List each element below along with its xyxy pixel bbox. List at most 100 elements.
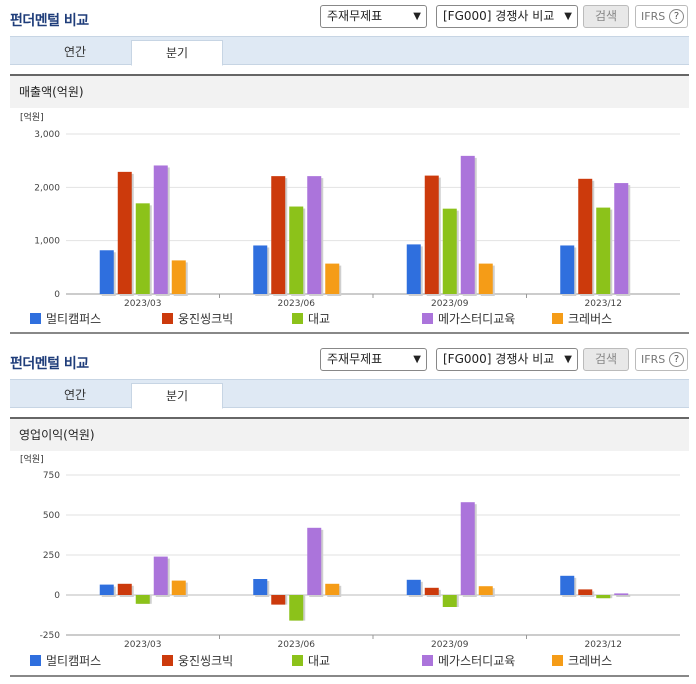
bar[interactable] <box>460 502 475 595</box>
bar[interactable] <box>578 589 593 595</box>
bar[interactable] <box>135 595 150 604</box>
statement-type-select[interactable]: 주재무제표 ▼ <box>320 348 427 371</box>
chevron-down-icon: ▼ <box>413 354 421 365</box>
bar[interactable] <box>153 556 168 595</box>
tab-annual[interactable]: 연간 <box>63 388 87 402</box>
bar[interactable] <box>442 208 457 294</box>
select-value: [FG000] 경쟁사 비교 <box>443 352 555 366</box>
bar[interactable] <box>442 595 457 607</box>
divider <box>10 675 689 677</box>
ifrs-help-button[interactable]: IFRS? <box>635 348 688 371</box>
legend-swatch <box>552 655 563 666</box>
x-tick-label: 2023/03 <box>124 640 161 650</box>
bar[interactable] <box>614 593 629 595</box>
help-icon: ? <box>669 352 684 367</box>
bar[interactable] <box>578 178 593 294</box>
bar-shadow <box>616 595 631 597</box>
bar[interactable] <box>596 207 611 294</box>
y-tick-label: 750 <box>43 471 60 481</box>
legend-label: 멀티캠퍼스 <box>46 312 102 326</box>
chart-container: 영업이익(억원) <box>10 417 689 451</box>
legend-item[interactable]: 대교 <box>292 652 330 669</box>
x-tick-label: 2023/12 <box>585 640 622 650</box>
chevron-down-icon: ▼ <box>564 354 572 365</box>
bar[interactable] <box>460 155 475 294</box>
bar[interactable] <box>253 245 268 294</box>
legend-label: 웅진씽크빅 <box>178 312 234 326</box>
tab-annual[interactable]: 연간 <box>63 45 87 59</box>
peer-group-select[interactable]: [FG000] 경쟁사 비교 ▼ <box>436 5 578 28</box>
bar[interactable] <box>478 586 493 595</box>
tab-quarterly[interactable]: 분기 <box>131 383 223 409</box>
legend-item[interactable]: 크레버스 <box>552 652 612 669</box>
legend-label: 크레버스 <box>568 312 613 326</box>
bar[interactable] <box>307 527 322 595</box>
legend-item[interactable]: 메가스터디교육 <box>422 652 515 669</box>
legend-item[interactable]: 멀티캠퍼스 <box>30 652 101 669</box>
ifrs-label: IFRS <box>641 10 666 23</box>
bar[interactable] <box>406 244 421 294</box>
bar[interactable] <box>424 175 439 294</box>
bar[interactable] <box>307 176 322 294</box>
bar[interactable] <box>117 583 132 595</box>
y-tick-label: 1,000 <box>34 237 60 247</box>
peer-group-select[interactable]: [FG000] 경쟁사 비교 ▼ <box>436 348 578 371</box>
period-tabs: 연간 분기 <box>10 36 689 66</box>
legend-item[interactable]: 대교 <box>292 310 330 327</box>
legend-item[interactable]: 웅진씽크빅 <box>162 310 233 327</box>
y-tick-label: 3,000 <box>34 130 60 140</box>
legend-swatch <box>30 313 41 324</box>
y-unit-label: [억원] <box>20 453 44 465</box>
help-icon: ? <box>669 9 684 24</box>
legend-item[interactable]: 멀티캠퍼스 <box>30 310 101 327</box>
search-button[interactable]: 검색 <box>583 5 629 28</box>
bar[interactable] <box>614 183 629 294</box>
y-tick-label: -250 <box>40 631 61 641</box>
bar[interactable] <box>560 245 575 294</box>
legend-swatch <box>422 313 433 324</box>
statement-type-select[interactable]: 주재무제표 ▼ <box>320 5 427 28</box>
chevron-down-icon: ▼ <box>564 11 572 22</box>
bar[interactable] <box>325 263 340 294</box>
bar[interactable] <box>171 260 186 294</box>
legend-label: 대교 <box>308 312 331 326</box>
op-income-bar-chart: [억원] -250 0 250 500 750 2023/03 2023/06 2023/09 2… <box>20 453 680 650</box>
legend-item[interactable]: 메가스터디교육 <box>422 310 515 327</box>
bar[interactable] <box>325 583 340 595</box>
y-tick-label: 2,000 <box>34 183 60 193</box>
bar[interactable] <box>117 171 132 294</box>
legend-label: 대교 <box>308 654 331 668</box>
search-button[interactable]: 검색 <box>583 348 629 371</box>
chevron-down-icon: ▼ <box>413 11 421 22</box>
bar[interactable] <box>153 165 168 294</box>
bar[interactable] <box>135 203 150 294</box>
legend-item[interactable]: 크레버스 <box>552 310 612 327</box>
y-unit-label: [억원] <box>20 111 44 123</box>
x-tick-label: 2023/03 <box>124 299 161 308</box>
bar[interactable] <box>171 580 186 595</box>
legend-label: 크레버스 <box>568 654 613 668</box>
legend-swatch <box>162 655 173 666</box>
select-value: 주재무제표 <box>327 352 383 366</box>
panel-title: 펀더멘털 비교 <box>10 13 89 29</box>
tab-quarterly[interactable]: 분기 <box>131 40 223 66</box>
bar[interactable] <box>99 584 114 595</box>
legend-swatch <box>292 655 303 666</box>
bar[interactable] <box>99 250 114 294</box>
bar[interactable] <box>478 263 493 294</box>
bar[interactable] <box>289 595 304 621</box>
legend-swatch <box>422 655 433 666</box>
ifrs-help-button[interactable]: IFRS? <box>635 5 688 28</box>
legend-item[interactable]: 웅진씽크빅 <box>162 652 233 669</box>
bar[interactable] <box>406 579 421 595</box>
bar[interactable] <box>271 176 286 294</box>
x-tick-label: 2023/06 <box>278 640 316 650</box>
bar[interactable] <box>289 206 304 294</box>
chart-container: 매출액(억원) <box>10 74 689 108</box>
x-tick-label: 2023/09 <box>431 640 469 650</box>
bar[interactable] <box>271 595 286 605</box>
bar[interactable] <box>424 587 439 595</box>
bar[interactable] <box>560 575 575 595</box>
bar[interactable] <box>253 579 268 595</box>
bar[interactable] <box>596 595 611 599</box>
